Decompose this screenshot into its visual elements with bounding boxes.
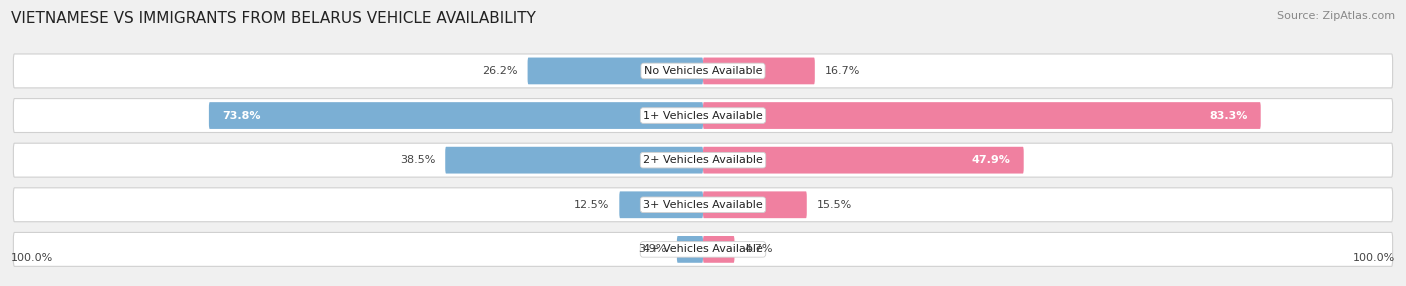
- Text: Source: ZipAtlas.com: Source: ZipAtlas.com: [1277, 11, 1395, 21]
- Text: 47.9%: 47.9%: [972, 155, 1011, 165]
- Text: 38.5%: 38.5%: [399, 155, 436, 165]
- FancyBboxPatch shape: [619, 191, 703, 218]
- FancyBboxPatch shape: [14, 233, 1392, 266]
- Text: 4.7%: 4.7%: [745, 245, 773, 254]
- FancyBboxPatch shape: [703, 57, 815, 84]
- FancyBboxPatch shape: [703, 191, 807, 218]
- FancyBboxPatch shape: [14, 143, 1392, 177]
- Text: 3.9%: 3.9%: [638, 245, 666, 254]
- Text: 100.0%: 100.0%: [1353, 253, 1395, 263]
- FancyBboxPatch shape: [14, 99, 1392, 132]
- FancyBboxPatch shape: [703, 147, 1024, 174]
- Text: 83.3%: 83.3%: [1209, 111, 1247, 120]
- FancyBboxPatch shape: [527, 57, 703, 84]
- Text: 1+ Vehicles Available: 1+ Vehicles Available: [643, 111, 763, 120]
- FancyBboxPatch shape: [703, 236, 734, 263]
- Text: 12.5%: 12.5%: [574, 200, 609, 210]
- Text: 15.5%: 15.5%: [817, 200, 852, 210]
- FancyBboxPatch shape: [676, 236, 703, 263]
- Text: 73.8%: 73.8%: [222, 111, 260, 120]
- Text: 2+ Vehicles Available: 2+ Vehicles Available: [643, 155, 763, 165]
- Text: 26.2%: 26.2%: [482, 66, 517, 76]
- FancyBboxPatch shape: [14, 188, 1392, 222]
- Text: 4+ Vehicles Available: 4+ Vehicles Available: [643, 245, 763, 254]
- FancyBboxPatch shape: [14, 54, 1392, 88]
- Text: VIETNAMESE VS IMMIGRANTS FROM BELARUS VEHICLE AVAILABILITY: VIETNAMESE VS IMMIGRANTS FROM BELARUS VE…: [11, 11, 536, 26]
- FancyBboxPatch shape: [703, 102, 1261, 129]
- Text: 3+ Vehicles Available: 3+ Vehicles Available: [643, 200, 763, 210]
- FancyBboxPatch shape: [446, 147, 703, 174]
- Text: No Vehicles Available: No Vehicles Available: [644, 66, 762, 76]
- Text: 16.7%: 16.7%: [825, 66, 860, 76]
- FancyBboxPatch shape: [209, 102, 703, 129]
- Text: 100.0%: 100.0%: [11, 253, 53, 263]
